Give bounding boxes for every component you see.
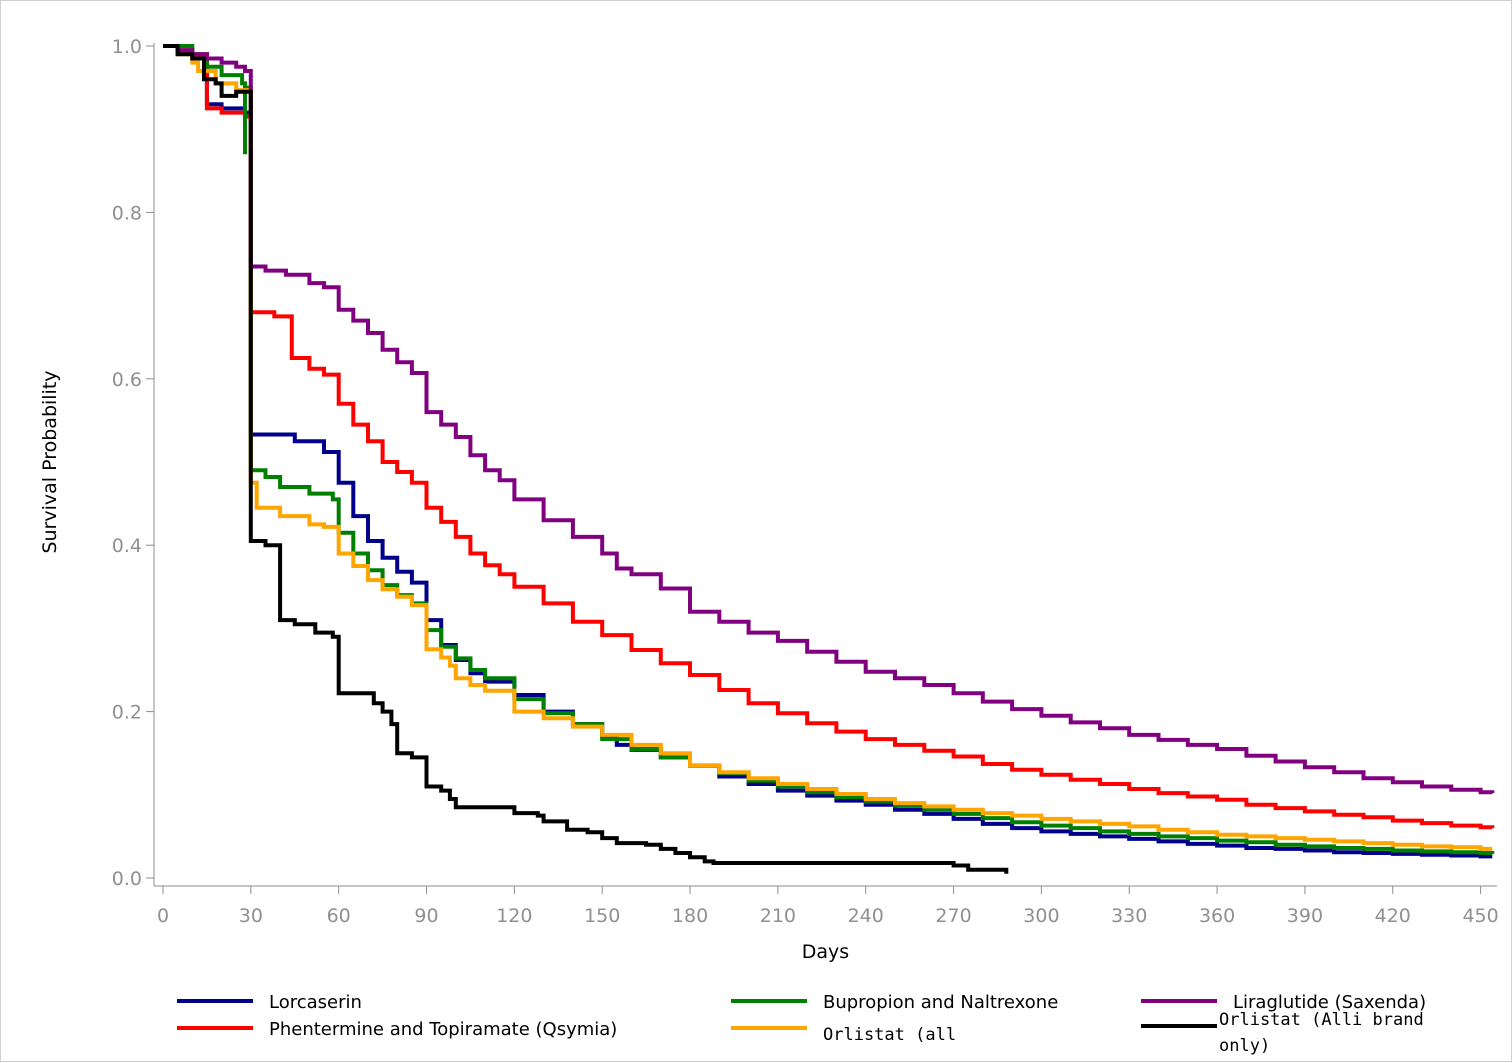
series-group (163, 44, 1495, 874)
series-line-bupropion-and-naltrexone (163, 44, 1495, 855)
x-tick-label: 300 (1023, 905, 1059, 927)
x-tick-label: 60 (327, 905, 351, 927)
x-tick-label: 180 (672, 905, 708, 927)
legend-label: Bupropion and Naltrexone (823, 992, 1058, 1013)
legend-item: Orlistat (Alli brand only) (1141, 1010, 1424, 1056)
x-tick-label: 420 (1375, 905, 1411, 927)
x-tick-label: 360 (1199, 905, 1235, 927)
legend-item: Lorcaserin (177, 992, 362, 1013)
y-axis-title: Survival Probability (39, 370, 61, 553)
legend-item: Liraglutide (Saxenda) (1141, 992, 1426, 1013)
legend-label-continued: only) (1219, 1036, 1270, 1056)
series-line-orlistat-all (163, 44, 1493, 851)
x-tick-label: 210 (760, 905, 796, 927)
legend-label: Orlistat (all (823, 1025, 956, 1045)
legend: Lorcaserin Bupropion and Naltrexone Liragl… (177, 992, 1426, 1056)
legend-label: Orlistat (Alli brand (1219, 1010, 1424, 1030)
y-tick-label: 0.8 (112, 202, 142, 224)
legend-item: Orlistat (all (731, 1025, 956, 1045)
x-axis-title: Days (802, 941, 849, 963)
series-line-liraglutide-saxenda (163, 44, 1495, 795)
y-tick-label: 1.0 (112, 36, 142, 58)
series-line-orlistat-alli-brand-only (163, 44, 1009, 874)
x-tick-label: 90 (414, 905, 438, 927)
series-line-phentermine-and-topiramate-qsymia (163, 44, 1495, 830)
y-tick-label: 0.0 (112, 868, 142, 890)
series-line-lorcaserin (163, 44, 1493, 859)
x-tick-label: 330 (1111, 905, 1147, 927)
x-tick-label: 240 (848, 905, 884, 927)
x-tick-label: 0 (157, 905, 169, 927)
y-tick-label: 0.4 (112, 535, 142, 557)
legend-item: Bupropion and Naltrexone (731, 992, 1058, 1013)
y-tick-label: 0.6 (112, 369, 142, 391)
legend-label: Liraglutide (Saxenda) (1233, 992, 1426, 1013)
x-tick-label: 390 (1287, 905, 1323, 927)
legend-label: Lorcaserin (269, 992, 362, 1013)
x-tick-label: 150 (584, 905, 620, 927)
axes: 0.0 0.2 0.4 0.6 0.8 1.0 0 30 60 90 120 150 180 210 24… (112, 36, 1499, 927)
x-tick-label: 30 (239, 905, 263, 927)
y-tick-label: 0.2 (112, 702, 142, 724)
legend-label: Phentermine and Topiramate (Qsymia) (269, 1019, 617, 1040)
x-tick-label: 450 (1462, 905, 1498, 927)
x-tick-label: 120 (496, 905, 532, 927)
legend-item: Phentermine and Topiramate (Qsymia) (177, 1019, 617, 1040)
y-ticks: 0.0 0.2 0.4 0.6 0.8 1.0 (112, 36, 154, 890)
x-tick-label: 270 (935, 905, 971, 927)
x-ticks: 0 30 60 90 120 150 180 210 240 270 300 330 360 390 420… (157, 886, 1499, 927)
